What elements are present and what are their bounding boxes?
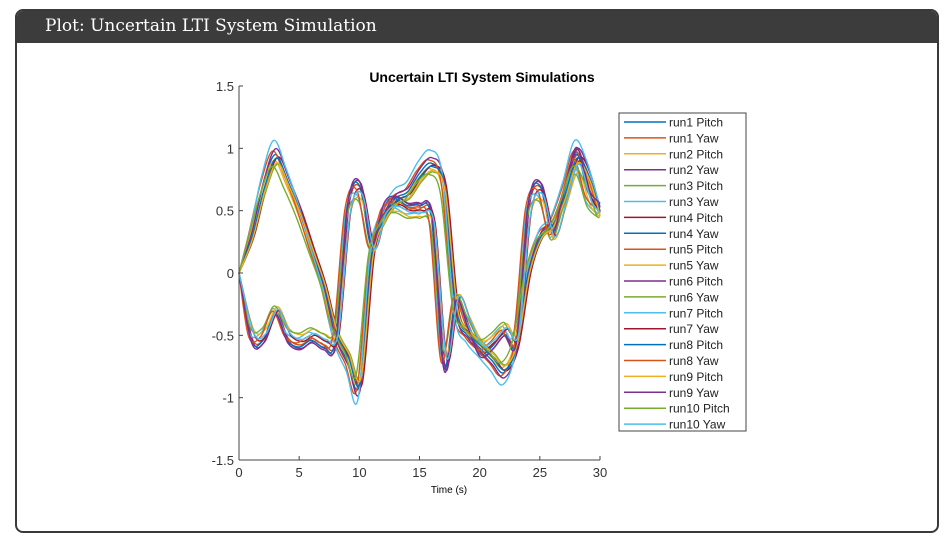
legend-label: run6 Yaw [669, 290, 719, 304]
series-line-run9-yaw [238, 146, 601, 374]
plot-panel: Plot: Uncertain LTI System Simulation [15, 9, 939, 533]
x-tick-label: 0 [235, 465, 242, 480]
legend-box [618, 112, 747, 432]
series-line-run9-pitch [238, 161, 601, 383]
legend-label: run1 Pitch [669, 116, 723, 130]
x-tick-label: 30 [593, 465, 607, 480]
legend-label: run5 Yaw [669, 259, 719, 273]
series-line-run4-yaw [238, 151, 601, 370]
y-tick-label: -1 [222, 391, 234, 406]
series-line-run6-yaw [238, 173, 600, 352]
y-tick-label: 1.5 [216, 79, 234, 94]
series-line-run10-yaw [238, 163, 601, 360]
legend-label: run10 Yaw [669, 418, 726, 432]
legend-label: run4 Yaw [669, 227, 719, 241]
chart-title: Uncertain LTI System Simulations [369, 69, 595, 85]
x-tick-label: 5 [296, 465, 303, 480]
series-line-run8-pitch [238, 156, 601, 388]
legend-label: run9 Yaw [669, 386, 719, 400]
legend-label: run6 Pitch [669, 275, 723, 289]
y-tick-label: 0.5 [216, 204, 234, 219]
legend-label: run2 Pitch [669, 147, 723, 161]
legend-label: run7 Pitch [669, 306, 723, 320]
x-tick-label: 15 [412, 465, 426, 480]
legend-label: run3 Pitch [669, 179, 723, 193]
y-tick-label: -1.5 [212, 453, 234, 468]
x-tick-label: 25 [533, 465, 547, 480]
x-tick-label: 10 [352, 465, 366, 480]
legend-label: run1 Yaw [669, 131, 719, 145]
legend-label: run5 Pitch [669, 243, 723, 257]
series-line-run4-pitch [238, 155, 601, 389]
legend-label: run3 Yaw [669, 195, 719, 209]
y-tick-label: 1 [227, 141, 234, 156]
legend-label: run10 Pitch [669, 402, 730, 416]
series-line-run7-yaw [238, 160, 601, 363]
x-tick-label: 20 [472, 465, 486, 480]
legend-label: run8 Yaw [669, 354, 719, 368]
legend-label: run9 Pitch [669, 370, 723, 384]
legend-label: run4 Pitch [669, 211, 723, 225]
x-axis-label: Time (s) [431, 485, 467, 496]
legend-label: run7 Yaw [669, 322, 719, 336]
y-tick-label: 0 [227, 266, 234, 281]
panel-title: Plot: Uncertain LTI System Simulation [17, 11, 937, 43]
series-line-run8-yaw [238, 157, 599, 365]
legend-label: run2 Yaw [669, 163, 719, 177]
series-line-run10-pitch [238, 165, 598, 379]
y-tick-label: -0.5 [212, 328, 234, 343]
legend-label: run8 Pitch [669, 338, 723, 352]
